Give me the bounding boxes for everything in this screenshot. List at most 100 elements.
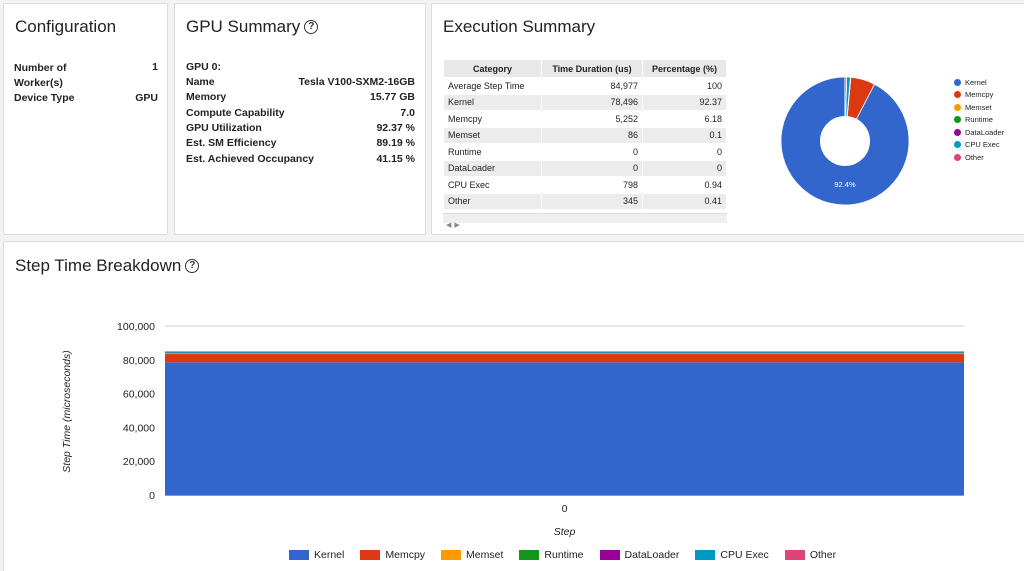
y-tick-label: 20,000 [123, 456, 155, 468]
configuration-title: Configuration [15, 17, 117, 36]
configuration-card: Configuration Number of Worker(s) 1 Devi… [3, 3, 168, 235]
help-icon[interactable]: ? [304, 20, 319, 34]
table-row[interactable]: Average Step Time 84,977 100 [443, 77, 727, 95]
y-tick-label: 0 [149, 490, 155, 502]
scroll-left-icon[interactable]: ◀ [446, 222, 452, 229]
legend-label: DataLoader [624, 549, 680, 561]
gpu-value: Tesla V100-SXM2-16GB [298, 76, 415, 88]
gpu-label: Name [186, 76, 215, 88]
gpu-label: Memory [186, 91, 227, 104]
legend-item[interactable]: Kernel [289, 549, 344, 561]
legend-label: Kernel [314, 549, 345, 561]
legend-item[interactable]: Memcpy [360, 549, 425, 561]
scroll-right-icon[interactable]: ▶ [454, 222, 460, 229]
legend-label: Memcpy [965, 90, 994, 100]
legend-label: Memcpy [385, 549, 426, 561]
legend-label: CPU Exec [965, 140, 1000, 150]
gpu-label: GPU Utilization [186, 121, 262, 134]
config-row-device: Device Type GPU [14, 92, 158, 104]
config-value: GPU [135, 92, 158, 104]
y-tick-label: 80,000 [123, 355, 155, 367]
table-cell: 0 [541, 143, 643, 161]
y-axis-label: Step Time (microseconds) [61, 350, 73, 472]
legend-item[interactable]: Runtime [519, 549, 584, 561]
x-axis-label: Step [554, 526, 576, 538]
area-kernel [165, 362, 964, 495]
legend-item[interactable]: Memset [441, 549, 503, 561]
legend-item[interactable]: CPU Exec [695, 549, 769, 561]
legend-item[interactable]: Other [954, 151, 1004, 164]
table-row[interactable]: Memcpy 5,252 6.18 [443, 110, 727, 128]
table-cell: 345 [541, 192, 643, 210]
legend-label: Other [965, 152, 984, 162]
gpu-summary-card: GPU Summary ? GPU 0: Name Tesla V100-SXM2… [174, 3, 426, 235]
legend-label: Memset [965, 102, 992, 112]
gpu-label: Est. SM Efficiency [186, 137, 277, 150]
column-header-percentage[interactable]: Percentage (%) [642, 59, 727, 78]
gpu-value: 41.15 % [376, 152, 415, 165]
table-row[interactable]: CPU Exec 798 0.94 [443, 176, 727, 194]
area-cpu-exec [165, 351, 964, 354]
table-row[interactable]: Memset 86 0.1 [443, 126, 727, 144]
execution-pie-chart: 92.4% [780, 76, 910, 206]
legend-item[interactable]: Runtime [954, 114, 1004, 127]
table-cell: 0 [642, 143, 727, 161]
y-tick-label: 40,000 [123, 422, 155, 434]
config-label: Number of Worker(s) [14, 62, 67, 89]
step-time-chart: 0 20,000 40,000 60,000 80,000 100,000 0 Step Ste… [61, 321, 964, 538]
legend-swatch [441, 550, 462, 560]
table-cell: 78,496 [541, 93, 643, 111]
execution-table-body: Average Step Time 84,977 100 Kernel 78,496 92… [443, 77, 727, 210]
table-cell: Memset [443, 126, 542, 144]
legend-item[interactable]: Kernel [954, 76, 1004, 89]
step-legend: Kernel Memcpy Memset Runtime DataLoader CPU E… [289, 549, 852, 561]
gpu-row: Compute Capability 7.0 [186, 107, 415, 119]
legend-item[interactable]: Other [784, 549, 837, 561]
column-header-duration[interactable]: Time Duration (us) [541, 59, 643, 78]
gpu-value: 92.37 % [376, 121, 415, 134]
table-row[interactable]: Other 345 0.41 [443, 192, 727, 210]
area-memcpy [165, 353, 964, 363]
x-tick-label: 0 [562, 503, 568, 515]
gpu-row: Est. SM Efficiency 89.19 % [186, 137, 415, 149]
gpu-summary-title-wrap: GPU Summary ? [186, 17, 319, 37]
y-tick-label: 60,000 [123, 389, 155, 401]
legend-swatch [360, 550, 381, 560]
legend-item[interactable]: Memset [954, 101, 1004, 114]
table-horizontal-scrollbar[interactable]: ◀ ▶ [443, 213, 727, 229]
table-row[interactable]: Runtime 0 0 [443, 143, 727, 161]
gpu-summary-title: GPU Summary [186, 17, 301, 36]
legend-label: Kernel [965, 77, 987, 87]
table-cell: 0.94 [642, 176, 727, 194]
step-time-card: Step Time Breakdown ? 0 20,000 40,000 60,00… [3, 241, 1024, 571]
legend-item[interactable]: Memcpy [954, 89, 1004, 102]
legend-label: DataLoader [965, 127, 1005, 137]
legend-dot [954, 91, 961, 99]
table-cell: 0 [642, 159, 727, 177]
table-cell: 0.41 [642, 192, 727, 210]
execution-table: Category Time Duration (us) Percentage (… [443, 59, 727, 210]
table-cell: Average Step Time [443, 77, 542, 95]
legend-item[interactable]: DataLoader [599, 549, 680, 561]
step-time-title: Step Time Breakdown [15, 256, 182, 275]
config-row-workers: Number of Worker(s) 1 [14, 61, 158, 91]
legend-swatch [519, 550, 540, 560]
pie-hole [820, 116, 870, 166]
gpu-label: Est. Achieved Occupancy [186, 152, 314, 165]
help-icon[interactable]: ? [185, 259, 200, 273]
legend-swatch [695, 550, 716, 560]
legend-item[interactable]: CPU Exec [954, 139, 1004, 152]
column-header-category[interactable]: Category [443, 59, 542, 78]
y-tick-label: 100,000 [117, 321, 155, 333]
gpu-header: GPU 0: [186, 61, 222, 73]
execution-summary-card: Execution Summary Category Time Duration… [431, 3, 1024, 235]
legend-label: Other [809, 549, 837, 561]
table-row[interactable]: DataLoader 0 0 [443, 159, 727, 177]
config-value: 1 [152, 61, 158, 73]
gpu-row: Est. Achieved Occupancy 41.15 % [186, 153, 415, 165]
table-cell: 84,977 [541, 77, 643, 95]
table-row[interactable]: Kernel 78,496 92.37 [443, 93, 727, 111]
table-cell: 100 [642, 77, 727, 95]
legend-swatch [599, 550, 620, 560]
legend-item[interactable]: DataLoader [954, 126, 1004, 139]
